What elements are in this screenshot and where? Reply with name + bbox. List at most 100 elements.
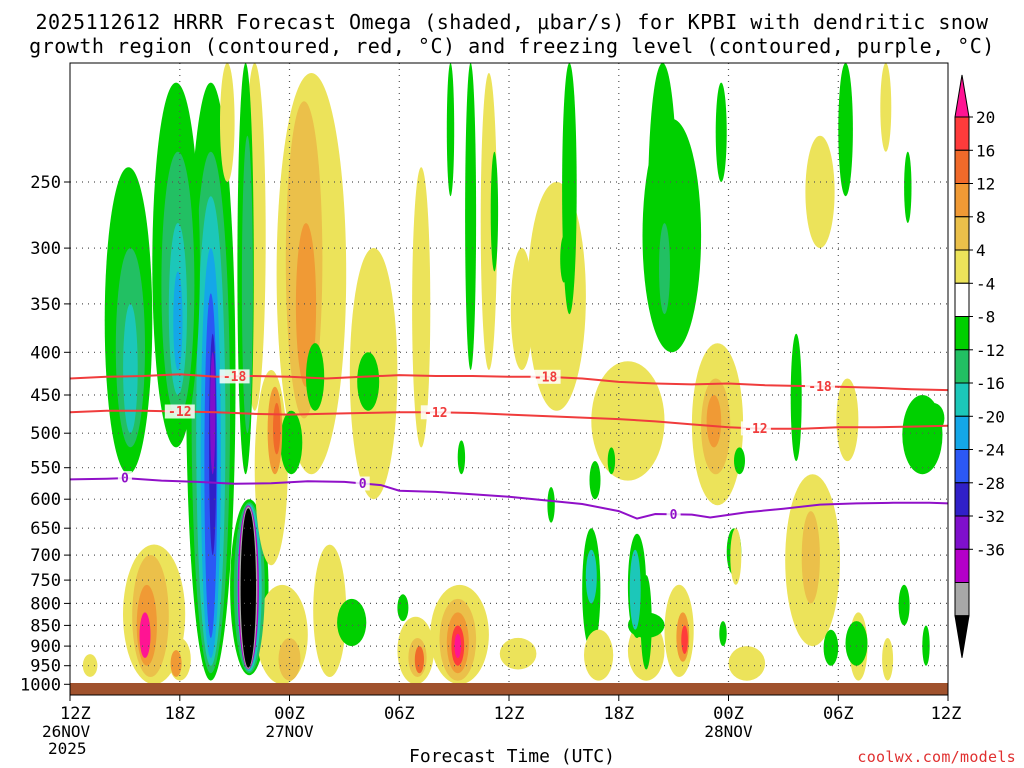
omega-cell-36	[412, 167, 431, 448]
pressure-axis: 2503003504004505005506006507007508008509…	[20, 173, 70, 695]
omega-cell-46	[728, 646, 766, 681]
y-tick-label-450: 450	[30, 386, 61, 406]
colorbar-swatch-8	[954, 349, 970, 384]
omega-cell-91	[490, 151, 499, 272]
y-tick-label-400: 400	[30, 343, 61, 363]
omega-cell-40	[480, 73, 498, 370]
contour-label--12-2: -12	[744, 422, 767, 437]
y-tick-label-1000: 1000	[20, 675, 61, 695]
contour-label-bg	[805, 379, 835, 394]
omega-cell-44	[801, 511, 820, 604]
omega-cell-102	[547, 487, 555, 523]
omega-cell-80	[838, 63, 853, 197]
y-tick-label-850: 850	[30, 616, 61, 636]
omega-cell-99	[681, 625, 688, 654]
colorbar-swatch-6	[954, 282, 970, 318]
colorbar-label-8: -16	[976, 374, 1005, 393]
contour-label-bg	[355, 476, 370, 491]
colorbar-swatch-12	[954, 482, 970, 517]
terrain-ground	[70, 683, 948, 695]
omega-cell-74	[823, 629, 839, 666]
y-tick-label-250: 250	[30, 173, 61, 193]
contour-label-bg	[740, 421, 771, 436]
omega-cell-66	[629, 549, 641, 630]
omega-cell-43	[584, 629, 614, 681]
plot-area: -18 -18 -18 -12 -12 -12 0 0 0	[69, 62, 949, 696]
omega-cell-79	[585, 549, 597, 604]
y-tick-label-350: 350	[30, 295, 61, 315]
contour-label-0-0: 0	[121, 472, 129, 487]
colorbar-swatch-7	[954, 316, 970, 351]
colorbar-label-7: -12	[976, 341, 1005, 360]
omega-cell-85	[82, 654, 98, 677]
colorbar-label-11: -28	[976, 474, 1005, 493]
omega-cell-83	[898, 584, 910, 626]
colorbar-label-2: 12	[976, 175, 995, 194]
omega-cell-84	[173, 271, 183, 371]
omega-cell-98	[273, 402, 281, 455]
y-tick-label-600: 600	[30, 490, 61, 510]
omega-cell-65	[280, 410, 303, 475]
colorbar-label-1: 16	[976, 141, 995, 160]
contour-label-bg	[530, 369, 561, 384]
contour-label--12-0: -12	[168, 405, 191, 420]
omega-cell-93	[397, 594, 409, 622]
colorbar-swatch-5	[954, 249, 970, 284]
colorbar-swatch-11	[954, 449, 970, 484]
omega-cell-52	[499, 637, 537, 670]
omega-cell-72	[306, 343, 325, 411]
contour-label--18-2: -18	[808, 380, 832, 395]
colorbar-label-3: 8	[976, 208, 986, 227]
colorbar-swatch-15	[954, 582, 970, 617]
colorbar-label-12: -32	[976, 507, 1005, 526]
omega-cell-100	[719, 621, 727, 647]
y-tick-label-300: 300	[30, 239, 61, 259]
y-tick-label-500: 500	[30, 424, 61, 444]
x-axis-label: Forecast Time (UTC)	[409, 746, 615, 767]
x-date-label-12: 27NOV	[265, 722, 314, 741]
colorbar-bottom-arrow	[954, 615, 970, 658]
y-tick-label-950: 950	[30, 657, 61, 677]
colorbar-swatch-9	[954, 382, 970, 417]
contour-label-bg	[666, 507, 681, 522]
omega-cell-104	[457, 440, 466, 475]
x-tick-label-12: 00Z	[274, 704, 305, 724]
x-date-label-36: 28NOV	[704, 722, 753, 741]
contour-line--12	[70, 409, 948, 430]
omega-cell-106	[560, 235, 568, 283]
x-tick-label-48: 12Z	[931, 704, 962, 724]
omega-cell-48	[337, 598, 367, 647]
omega-cell-105	[904, 151, 912, 223]
colorbar-swatch-3	[954, 183, 970, 218]
omega-cell-56	[836, 378, 859, 462]
contour-label-bg	[219, 369, 250, 384]
omega-cell-21	[313, 544, 347, 677]
omega-cell-78	[730, 528, 742, 585]
omega-cell-92	[715, 82, 727, 182]
colorbar-swatch-2	[954, 149, 970, 185]
contour-label-0-2: 0	[670, 508, 678, 523]
omega-cell-54	[465, 63, 477, 370]
contour-label-0-1: 0	[359, 477, 367, 492]
temperature-contours: -18 -18 -18 -12 -12 -12 0 0 0	[70, 369, 948, 523]
colorbar-label-10: -24	[976, 441, 1005, 460]
omega-cell-81	[706, 395, 722, 448]
omega-cell-86	[659, 223, 670, 315]
source-credit: coolwx.com/models	[857, 748, 1016, 766]
omega-cell-97	[880, 63, 892, 152]
omega-cell-47	[295, 223, 317, 387]
colorbar-top-arrow	[954, 74, 970, 118]
contour-label-bg	[164, 404, 195, 419]
x-tick-label-6: 18Z	[164, 704, 195, 724]
colorbar-swatch-13	[954, 515, 970, 550]
colorbar-swatch-4	[954, 216, 970, 251]
omega-cell-88	[210, 352, 216, 475]
omega-cell-107	[607, 447, 616, 475]
omega-cell-87	[922, 403, 945, 434]
omega-cell-90	[922, 625, 930, 666]
contour-label--12-1: -12	[424, 406, 447, 421]
y-tick-label-550: 550	[30, 459, 61, 479]
chart-title-line-1: 2025112612 HRRR Forecast Omega (shaded, …	[35, 10, 989, 34]
x-date-label-0: 26NOV	[42, 722, 91, 741]
